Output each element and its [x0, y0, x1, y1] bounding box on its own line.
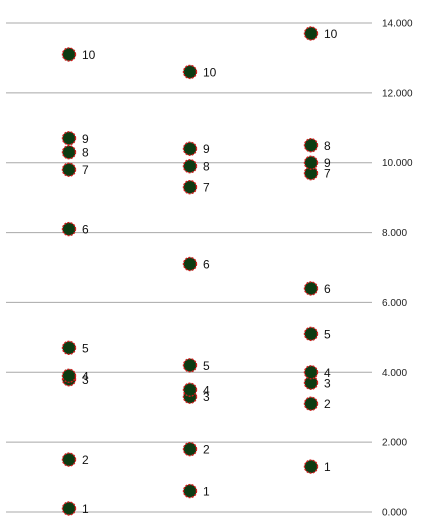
- y-tick-label: 4.000: [382, 368, 407, 379]
- data-point: [61, 162, 77, 177]
- data-point-label: 7: [203, 181, 210, 195]
- y-tick-label: 8.000: [382, 228, 407, 239]
- data-point: [61, 368, 77, 383]
- data-point: [182, 64, 198, 80]
- data-point-label: 10: [82, 48, 96, 62]
- data-point-label: 8: [203, 160, 210, 174]
- data-point: [303, 281, 319, 296]
- data-point-label: 6: [324, 282, 331, 296]
- data-point-label: 4: [324, 366, 331, 380]
- data-point-label: 6: [203, 258, 210, 272]
- data-point-label: 8: [324, 139, 331, 153]
- data-point-label: 7: [324, 167, 331, 181]
- y-tick-label: 10.000: [382, 158, 413, 169]
- data-point: [303, 396, 319, 411]
- data-point-label: 9: [82, 132, 89, 146]
- data-point-label: 10: [324, 27, 338, 41]
- data-point-label: 8: [82, 146, 89, 160]
- data-point: [61, 145, 77, 160]
- data-point-label: 5: [324, 327, 331, 341]
- data-point-label: 9: [324, 156, 331, 170]
- data-point: [182, 179, 198, 195]
- data-point-label: 5: [82, 341, 89, 355]
- y-tick-label: 12.000: [382, 88, 413, 99]
- data-point: [303, 459, 319, 474]
- data-point: [303, 326, 319, 342]
- data-point: [61, 131, 77, 146]
- data-point: [182, 483, 198, 499]
- data-point-label: 7: [82, 163, 89, 177]
- data-point: [182, 256, 198, 272]
- data-point-label: 1: [82, 502, 89, 516]
- y-tick-label: 0.000: [382, 508, 407, 519]
- data-point-label: 2: [324, 397, 331, 411]
- data-point-label: 6: [82, 223, 89, 237]
- data-point: [182, 141, 198, 156]
- data-point-label: 4: [203, 383, 210, 397]
- data-point-label: 1: [203, 485, 210, 499]
- data-point: [182, 358, 198, 373]
- data-point: [61, 501, 77, 516]
- y-tick-label: 6.000: [382, 298, 407, 309]
- data-point-label: 2: [203, 443, 210, 457]
- data-point: [303, 365, 319, 380]
- data-point-label: 9: [203, 142, 210, 156]
- data-point-label: 1: [324, 460, 331, 474]
- data-point-label: 5: [203, 359, 210, 373]
- data-point: [303, 138, 319, 153]
- data-point-label: 3: [203, 390, 210, 404]
- data-point: [61, 47, 77, 62]
- data-point: [61, 221, 77, 237]
- y-tick-label: 14.000: [382, 19, 413, 30]
- y-axis-tick-labels: 0.000 2.000 4.000 6.000 8.000 10.000 12.000 14.…: [382, 19, 413, 519]
- data-points: [61, 26, 319, 516]
- data-point: [182, 382, 198, 397]
- data-point-label: 4: [82, 369, 89, 383]
- data-point: [303, 26, 319, 41]
- data-point-label: 3: [324, 376, 331, 390]
- y-tick-label: 2.000: [382, 438, 407, 449]
- data-point-label: 2: [82, 453, 89, 467]
- data-point: [182, 159, 198, 174]
- data-point: [61, 340, 77, 356]
- data-point-label: 10: [203, 65, 217, 79]
- data-point: [61, 452, 77, 467]
- data-point-label: 3: [82, 373, 89, 387]
- data-point: [303, 155, 319, 170]
- data-point: [182, 441, 198, 457]
